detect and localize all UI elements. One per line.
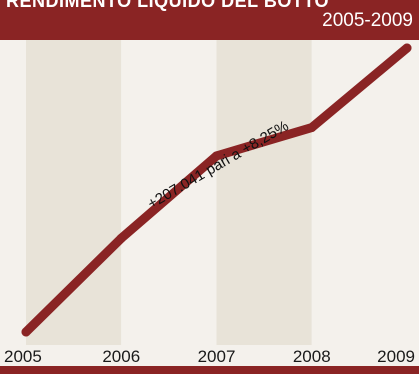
x-axis-labels: 2005 2006 2007 2008 2009 <box>4 347 415 366</box>
background-bands <box>26 40 407 345</box>
data-point <box>212 151 221 161</box>
x-tick-label: 2007 <box>198 347 236 366</box>
series-line-layer <box>21 43 412 337</box>
x-tick-label: 2005 <box>4 347 42 366</box>
line-chart: 2005 2006 2007 2008 2009 +207.041 pari a +8,… <box>4 40 415 366</box>
header-banner: RENDIMENTO LIQUIDO DEL BOTTO 2005-2009 <box>0 0 419 40</box>
data-point <box>307 123 317 133</box>
chart-title: RENDIMENTO LIQUIDO DEL BOTTO <box>6 0 330 11</box>
chart-period: 2005-2009 <box>322 10 413 31</box>
x-tick-label: 2006 <box>102 347 140 366</box>
background-band <box>216 40 312 345</box>
bottom-strip <box>0 366 419 374</box>
data-point <box>21 327 31 337</box>
data-point <box>402 43 412 53</box>
x-tick-label: 2008 <box>293 347 331 366</box>
x-tick-label: 2009 <box>377 347 415 366</box>
data-point <box>116 233 126 243</box>
background-band <box>26 40 122 345</box>
